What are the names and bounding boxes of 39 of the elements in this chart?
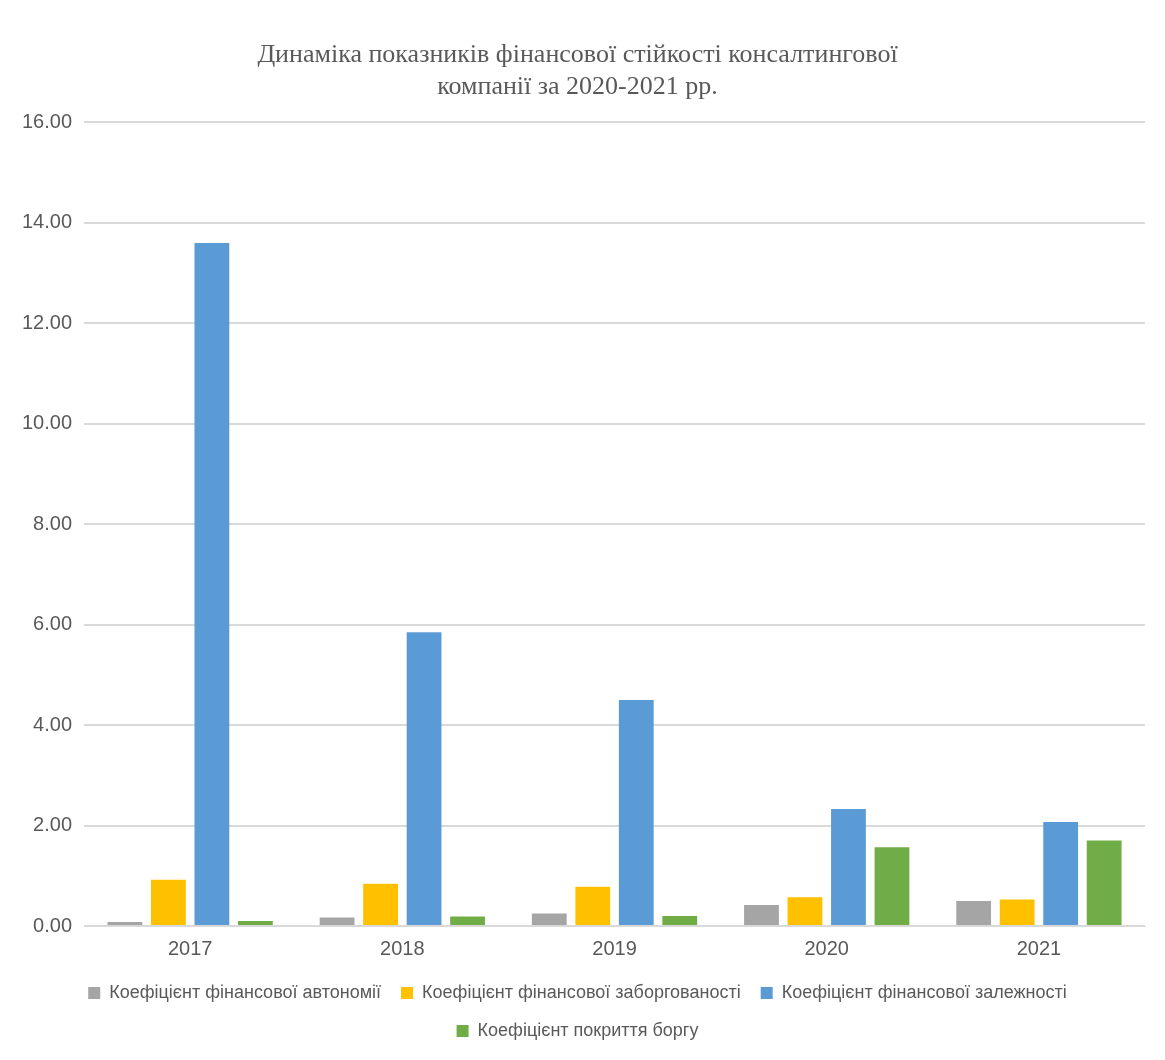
bar xyxy=(363,883,398,925)
x-tick-label: 2018 xyxy=(380,936,425,959)
y-tick-label: 14.00 xyxy=(21,210,73,233)
bar xyxy=(744,904,779,925)
bar xyxy=(999,899,1035,925)
x-tick-label: 2021 xyxy=(1016,936,1062,959)
bar xyxy=(787,897,823,925)
x-tick-label: 2019 xyxy=(592,936,637,959)
bar xyxy=(874,847,910,925)
y-tick-label: 10.00 xyxy=(21,411,73,434)
bar xyxy=(194,242,230,925)
y-tick-label: 12.00 xyxy=(21,310,73,333)
y-tick-label: 16.00 xyxy=(21,109,73,132)
bar xyxy=(662,915,698,925)
bar xyxy=(1086,840,1122,925)
bar xyxy=(1043,822,1079,925)
bar xyxy=(107,921,143,925)
y-tick-label: 6.00 xyxy=(33,612,73,635)
y-tick-label: 8.00 xyxy=(33,511,73,534)
legend-label: Коефіцієнт фінансової залежності xyxy=(781,981,1067,1002)
y-tick-label: 4.00 xyxy=(33,712,73,735)
bar xyxy=(831,808,866,925)
legend-label: Коефіцієнт покриття боргу xyxy=(477,1019,699,1040)
bar xyxy=(618,699,654,925)
bar xyxy=(151,879,186,925)
bar xyxy=(237,920,273,925)
x-tick-label: 2017 xyxy=(167,936,213,959)
bar xyxy=(575,886,611,925)
bar xyxy=(531,913,567,925)
x-tick-label: 2020 xyxy=(804,936,849,959)
bar xyxy=(450,916,485,925)
y-tick-label: 2.00 xyxy=(33,813,73,836)
y-tick-label: 0.00 xyxy=(33,913,73,936)
chart-title: Динаміка показників фінансової стійкості консалтингової компанії за 2020-2021 рр. xyxy=(257,39,899,100)
bar xyxy=(319,917,355,925)
legend-label: Коефіцієнт фінансової заборгованості xyxy=(422,981,741,1002)
legend-label: Коефіцієнт фінансової автономії xyxy=(109,981,382,1002)
bar xyxy=(956,900,992,925)
bar xyxy=(406,632,442,925)
